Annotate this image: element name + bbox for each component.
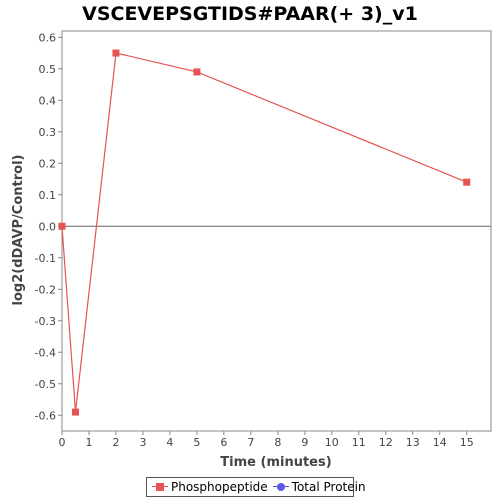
x-tick-label: 5 xyxy=(193,436,200,449)
y-tick-label: 0.0 xyxy=(39,220,57,233)
x-tick-label: 2 xyxy=(112,436,119,449)
y-tick-label: 0.5 xyxy=(39,63,57,76)
plot-layer: -0.6 -0.5 -0.4 -0.3 -0.2 -0.1 0.0 0.1 0.2 0.3 0.4 0… xyxy=(35,30,492,449)
data-point xyxy=(193,68,201,76)
plot-area xyxy=(61,30,492,432)
x-tick-label: 6 xyxy=(220,436,227,449)
data-point xyxy=(58,222,66,230)
x-tick-label: 12 xyxy=(379,436,393,449)
y-tick-label: 0.3 xyxy=(39,126,57,139)
data-point xyxy=(463,178,471,186)
x-tick-label: 10 xyxy=(325,436,339,449)
legend-item-phosphopeptide: Phosphopeptide xyxy=(152,480,268,494)
x-tick-label: 0 xyxy=(59,436,66,449)
legend-swatch-total-protein xyxy=(272,482,289,492)
x-tick-label: 15 xyxy=(460,436,474,449)
x-tick-label: 1 xyxy=(85,436,92,449)
chart-legend: Phosphopeptide Total Protein xyxy=(146,477,366,497)
x-tick-label: 13 xyxy=(406,436,420,449)
legend-item-total-protein: Total Protein xyxy=(272,480,366,494)
legend-label-total-protein: Total Protein xyxy=(291,480,366,494)
data-point xyxy=(71,408,79,416)
y-tick-label: -0.3 xyxy=(35,315,56,328)
x-tick-label: 8 xyxy=(274,436,281,449)
y-tick-label: -0.6 xyxy=(35,409,56,422)
y-tick-label: 0.6 xyxy=(39,31,57,44)
y-tick-label: -0.5 xyxy=(35,378,56,391)
legend-swatch-phosphopeptide xyxy=(152,482,168,492)
legend-label-phosphopeptide: Phosphopeptide xyxy=(171,480,268,494)
x-tick-label: 11 xyxy=(352,436,366,449)
y-axis-label: log2(dDAVP/Control) xyxy=(11,155,26,306)
chart-title: VSCEVEPSGTIDS#PAAR(+ 3)_v1 xyxy=(82,3,418,25)
x-tick-label: 3 xyxy=(139,436,146,449)
x-tick-label: 14 xyxy=(433,436,447,449)
x-tick-label: 7 xyxy=(247,436,254,449)
x-axis-label: Time (minutes) xyxy=(220,455,331,470)
y-tick-label: 0.4 xyxy=(39,94,57,107)
data-point xyxy=(112,49,120,57)
x-tick-label: 4 xyxy=(166,436,173,449)
y-tick-label: 0.1 xyxy=(39,189,57,202)
y-tick-label: 0.2 xyxy=(39,157,57,170)
y-tick-label: -0.2 xyxy=(35,283,56,296)
y-tick-label: -0.1 xyxy=(35,252,56,265)
x-tick-label: 9 xyxy=(301,436,308,449)
y-tick-label: -0.4 xyxy=(35,346,56,359)
